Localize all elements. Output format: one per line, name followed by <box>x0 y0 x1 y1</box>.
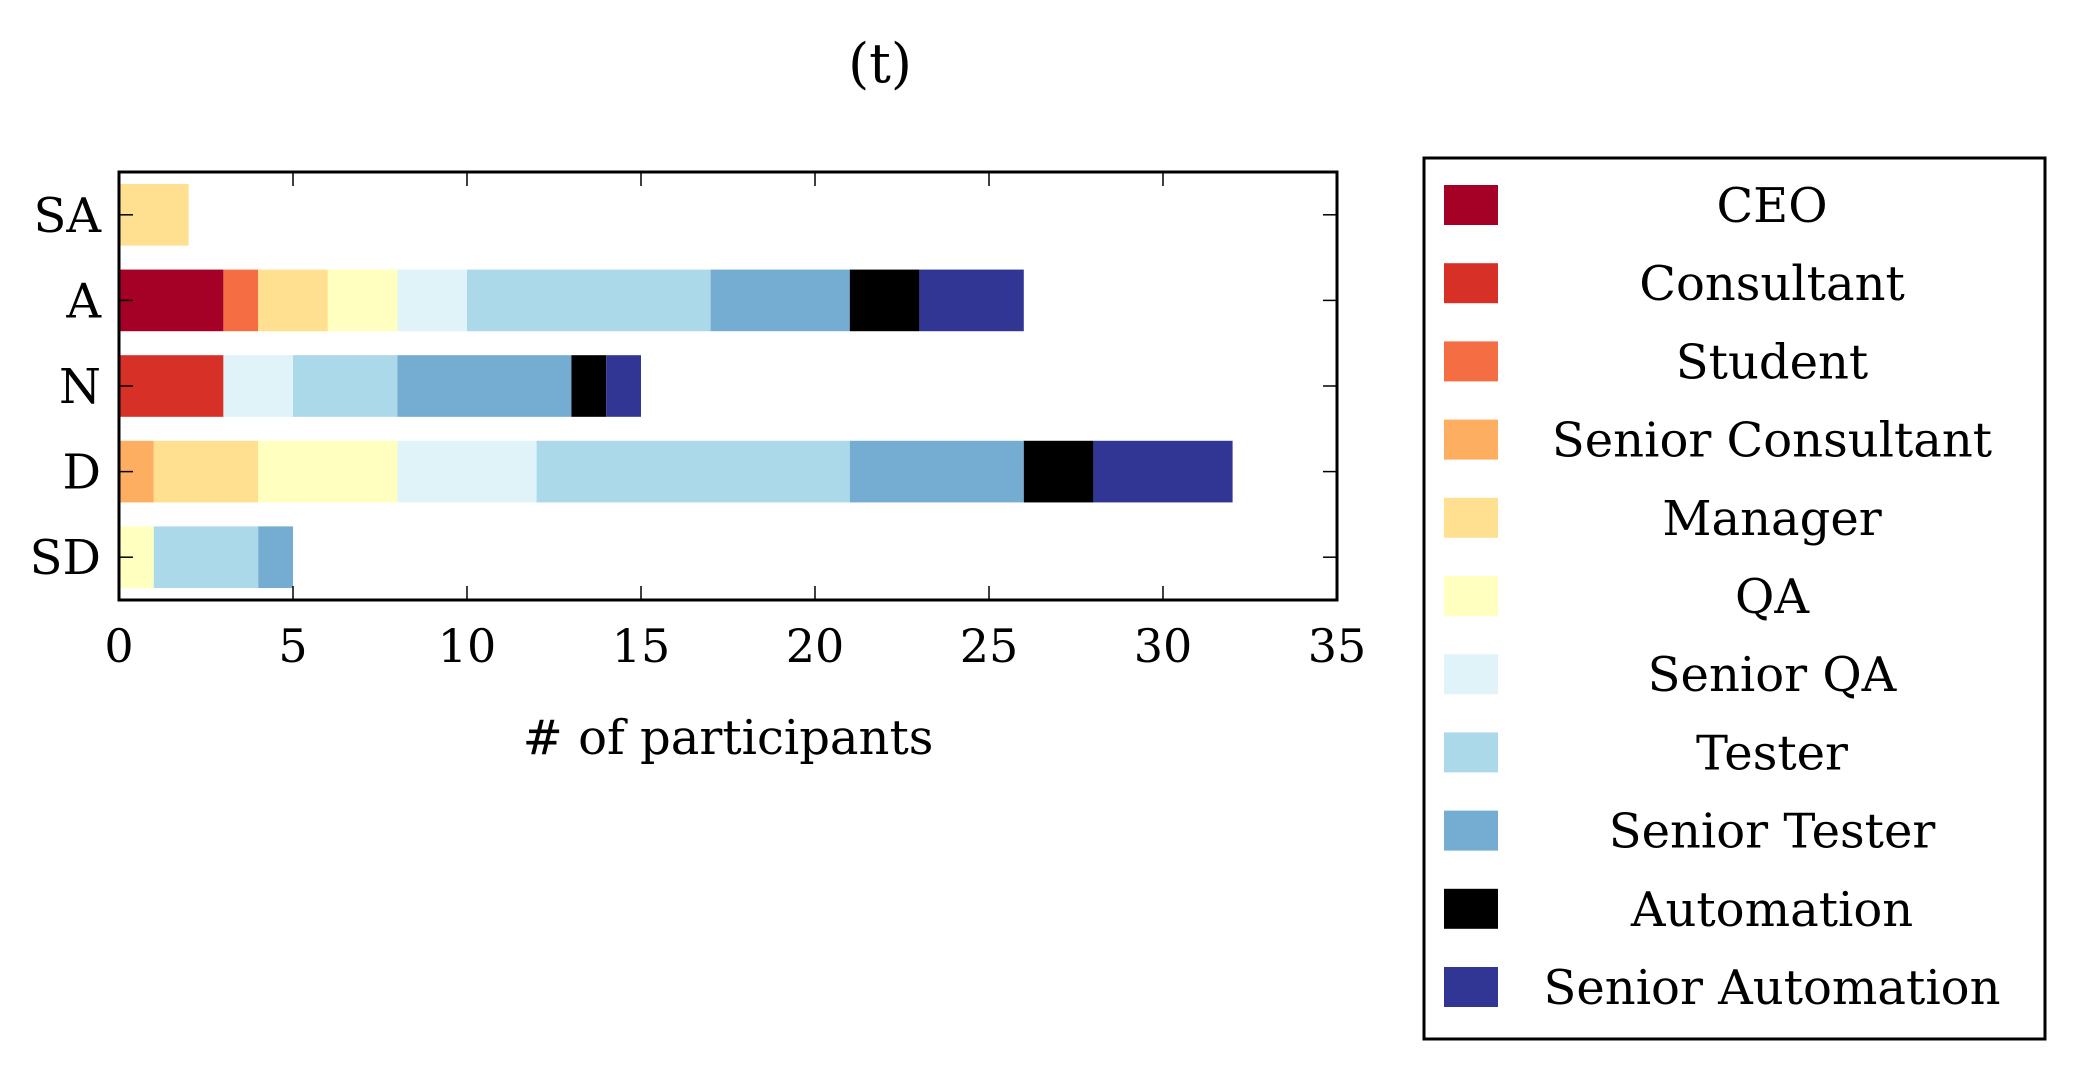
legend-swatch-manager <box>1444 497 1498 538</box>
x-tick-label: 0 <box>104 619 133 673</box>
bar-sd-senior-tester <box>258 526 293 589</box>
x-tick-labels: 0 5 10 15 20 25 30 35 <box>104 619 1366 673</box>
bar-n-tester <box>293 355 398 417</box>
legend-label-senior-qa: Senior QA <box>1648 647 1898 703</box>
category-label-n: N <box>59 359 101 415</box>
legend-label-student: Student <box>1676 334 1868 390</box>
legend-label-ceo: CEO <box>1716 178 1827 234</box>
bar-d-automation <box>1023 440 1094 503</box>
bar-d-senior-qa <box>397 440 537 503</box>
bar-d-senior-automation <box>1093 440 1233 503</box>
bar-sd-tester <box>153 526 259 589</box>
legend-swatch-student <box>1444 341 1498 382</box>
bar-n-senior-automation <box>606 355 641 417</box>
category-label-sa: SA <box>33 188 102 244</box>
category-label-d: D <box>63 445 101 501</box>
legend-swatch-qa <box>1444 576 1498 616</box>
legend-label-senior-consultant: Senior Consultant <box>1552 413 1992 469</box>
legend-label-manager: Manager <box>1662 491 1881 547</box>
bar-a-automation <box>849 269 920 332</box>
x-tick-label: 25 <box>960 619 1019 673</box>
legend-frame <box>1422 156 2047 1041</box>
legend-label-consultant: Consultant <box>1639 256 1905 312</box>
legend-swatch-tester <box>1444 732 1498 773</box>
bar-d-tester <box>536 440 850 503</box>
legend-label-automation: Automation <box>1630 882 1913 938</box>
legend-swatch-senior-consultant <box>1444 419 1498 460</box>
legend-swatch-senior-qa <box>1444 654 1498 695</box>
legend-items: CEO Consultant Student Senior Consultant Man… <box>1444 178 2001 1016</box>
panel-label: (t) <box>848 32 912 95</box>
legend-label-senior-automation: Senior Automation <box>1543 960 2000 1016</box>
bar-n-senior-tester <box>397 355 572 417</box>
x-tick-label: 5 <box>278 619 307 673</box>
x-tick-label: 30 <box>1134 619 1193 673</box>
bar-a-qa <box>327 269 398 332</box>
x-tick-label: 10 <box>438 619 497 673</box>
category-label-a: A <box>65 273 102 329</box>
bars-layer <box>119 183 1233 589</box>
legend: CEO Consultant Student Senior Consultant Man… <box>1422 156 2047 1041</box>
legend-label-senior-tester: Senior Tester <box>1609 804 1936 860</box>
legend-swatch-senior-automation <box>1444 967 1498 1007</box>
bar-a-senior-qa <box>397 269 467 332</box>
bar-a-manager <box>258 269 328 332</box>
bar-d-qa <box>258 440 398 503</box>
bar-d-manager <box>153 440 259 503</box>
legend-swatch-automation <box>1444 888 1498 929</box>
bar-a-ceo <box>119 269 224 332</box>
x-axis-label: # of participants <box>523 710 934 766</box>
bar-d-senior-tester <box>849 440 1024 503</box>
x-tick-label: 20 <box>786 619 845 673</box>
category-label-sd: SD <box>30 530 101 586</box>
category-labels: SA AND SD <box>30 188 103 586</box>
x-tick-label: 15 <box>612 619 671 673</box>
bar-n-automation <box>571 355 607 417</box>
x-tick-label: 35 <box>1308 619 1367 673</box>
legend-swatch-senior-tester <box>1444 810 1498 851</box>
bar-a-tester <box>467 269 711 332</box>
bar-a-senior-tester <box>710 269 850 332</box>
bar-n-consultant <box>119 355 224 417</box>
legend-label-qa: QA <box>1735 569 1810 625</box>
legend-swatch-consultant <box>1444 263 1498 304</box>
legend-label-tester: Tester <box>1696 725 1848 781</box>
bar-a-student <box>223 269 259 332</box>
bar-a-senior-automation <box>919 269 1024 332</box>
legend-swatch-ceo <box>1444 185 1498 225</box>
bar-n-senior-qa <box>223 355 293 417</box>
ticks-layer <box>118 172 1338 600</box>
